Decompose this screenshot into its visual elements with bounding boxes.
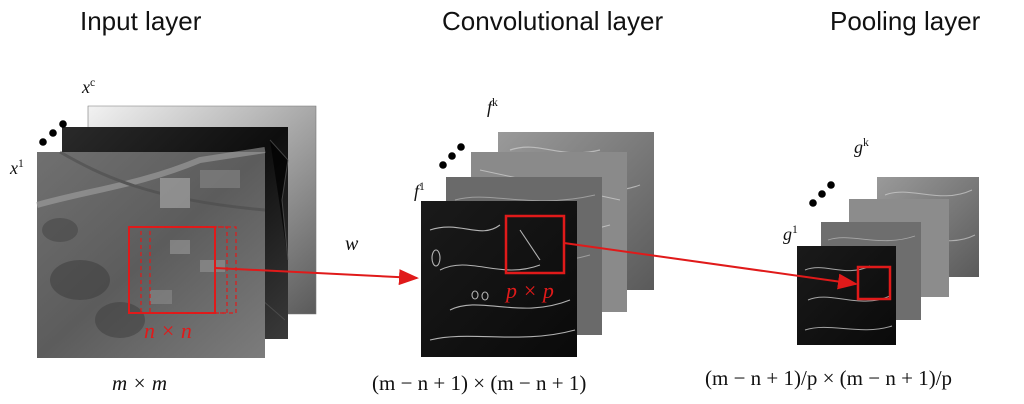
kernel-size-label: n × n [144,318,192,343]
label-x-c: xc [82,76,96,97]
arrow-input-to-conv [214,267,419,286]
conv-ellipsis [439,143,465,169]
conv-layer-title: Convolutional layer [442,6,664,36]
pool-layer-title: Pooling layer [830,6,981,36]
input-size-label: m × m [112,371,168,395]
pool-ellipsis [809,181,835,207]
pool-map-g1 [797,246,896,345]
pooling-window [504,214,566,275]
input-feature-stack [36,105,317,358]
label-g-k: gk [854,136,869,157]
input-ellipsis [39,120,67,146]
weight-label: w [345,233,359,255]
pool-size-label: (m − n + 1)/p × (m − n + 1)/p [705,366,953,390]
label-g-1: g1 [783,223,798,244]
input-layer-title: Input layer [80,6,202,36]
pooled-unit-box [856,265,892,301]
aerial-texture [36,147,266,338]
edge-texture [429,224,576,341]
pool-feature-stack [797,177,979,345]
label-f-1: f1 [414,180,425,201]
arrow-conv-to-pool [563,242,858,290]
conv-size-label: (m − n + 1) × (m − n + 1) [372,371,587,395]
label-f-k: fk [487,96,498,117]
conv-feature-stack [421,132,654,357]
pool-window-label: p × p [506,278,554,303]
label-x-1: x1 [10,157,24,178]
